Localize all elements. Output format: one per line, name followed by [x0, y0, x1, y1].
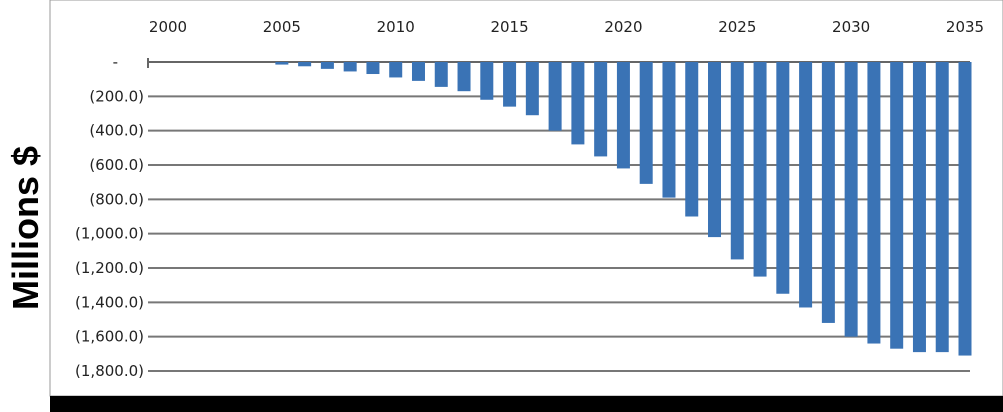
bar-2018	[571, 62, 585, 145]
bar-2011	[411, 62, 425, 81]
y-tick-label: (800.0)	[89, 190, 144, 208]
bar-2015	[503, 62, 517, 107]
bar-2012	[434, 62, 448, 87]
y-tick-label: (1,000.0)	[75, 225, 144, 243]
bar-2026	[753, 62, 767, 277]
bar-2035	[958, 62, 972, 356]
bar-2013	[457, 62, 471, 92]
bar-2030	[844, 62, 858, 337]
y-tick-labels: - (200.0) (400.0) (600.0) (800.0) (1,000.0) (1…	[75, 53, 144, 380]
y-axis-label: Millions $	[5, 146, 46, 310]
y-tick-label: (1,200.0)	[75, 259, 144, 277]
bar-2031	[867, 62, 881, 344]
bar-2007	[320, 62, 334, 69]
bar-2008	[343, 62, 357, 72]
bar-2034	[935, 62, 949, 353]
bar-2024	[708, 62, 722, 238]
bar-2019	[594, 62, 608, 157]
bar-2033	[912, 62, 926, 353]
x-tick-label: 2025	[718, 18, 756, 36]
bar-2021	[639, 62, 653, 184]
bar-2023	[685, 62, 699, 217]
bar-2022	[662, 62, 676, 198]
y-tick-label: (600.0)	[89, 156, 144, 174]
y-tick-label: (1,400.0)	[75, 293, 144, 311]
bar-2010	[389, 62, 403, 78]
x-tick-label: 2020	[604, 18, 642, 36]
y-tick-label: (400.0)	[89, 122, 144, 140]
bar-2017	[548, 62, 562, 131]
bar-2020	[616, 62, 630, 169]
bottom-bar	[50, 396, 1003, 412]
x-tick-label: 2010	[377, 18, 415, 36]
x-tick-label: 2015	[490, 18, 528, 36]
y-tick-label: -	[113, 53, 118, 71]
bar-2029	[821, 62, 835, 323]
x-tick-label: 2005	[263, 18, 301, 36]
bar-2028	[799, 62, 813, 308]
y-tick-label: (1,800.0)	[75, 362, 144, 380]
bar-2027	[776, 62, 790, 294]
bar-2016	[525, 62, 539, 116]
bar-2025	[730, 62, 744, 260]
x-tick-label: 2030	[832, 18, 870, 36]
x-tick-label: 2035	[946, 18, 984, 36]
bar-2009	[366, 62, 380, 75]
bar-2014	[480, 62, 494, 100]
bar-2005	[275, 62, 289, 65]
bar-2006	[298, 62, 312, 67]
bars	[275, 62, 972, 356]
x-tick-labels: 2000 2005 2010 2015 2020 2025 2030 2035	[149, 18, 984, 36]
y-tick-label: (200.0)	[89, 87, 144, 105]
bar-2032	[890, 62, 904, 349]
y-tick-label: (1,600.0)	[75, 328, 144, 346]
x-tick-label: 2000	[149, 18, 187, 36]
